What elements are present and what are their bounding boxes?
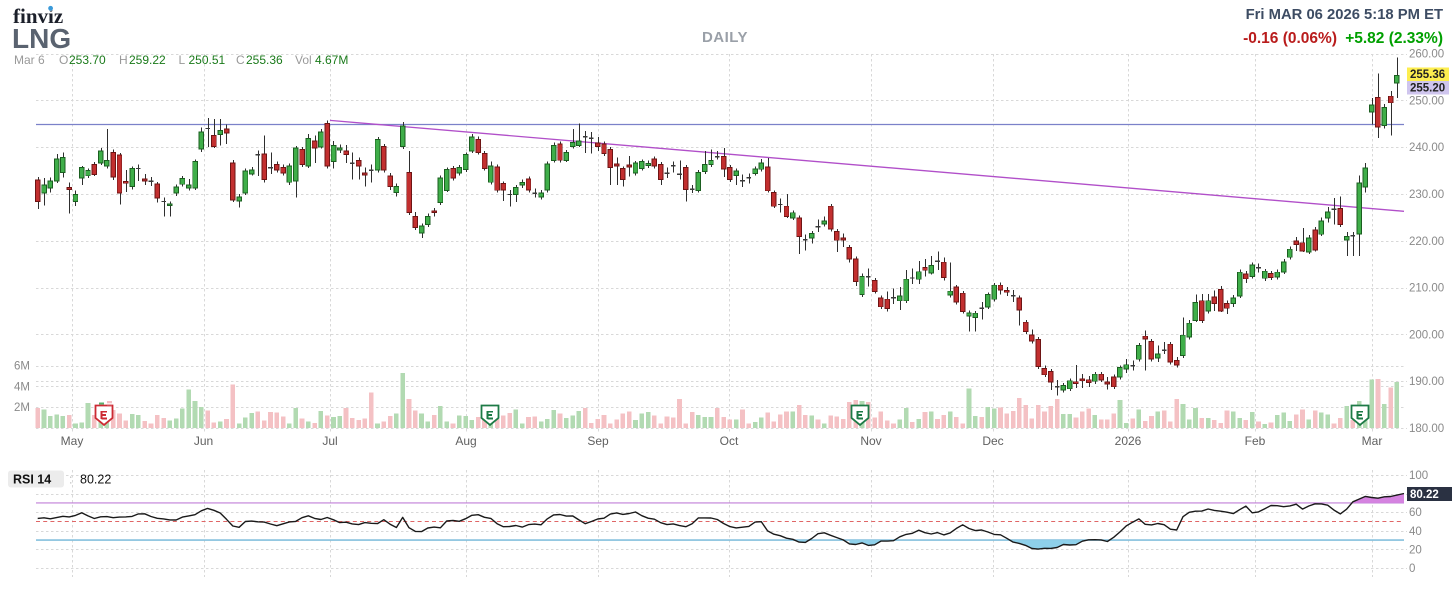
svg-text:180.00: 180.00 — [1409, 423, 1444, 435]
svg-text:May: May — [61, 434, 84, 448]
svg-text:+5.82 (2.33%): +5.82 (2.33%) — [1345, 30, 1443, 47]
svg-text:-0.16 (0.06%): -0.16 (0.06%) — [1243, 30, 1337, 47]
svg-text:220.00: 220.00 — [1409, 236, 1444, 248]
svg-text:255.36: 255.36 — [246, 53, 283, 67]
svg-text:Vol: Vol — [295, 53, 312, 67]
svg-text:Jun: Jun — [194, 434, 213, 448]
svg-text:Dec: Dec — [982, 434, 1003, 448]
svg-text:Mar: Mar — [1362, 434, 1383, 448]
svg-text:2026: 2026 — [1115, 434, 1142, 448]
svg-text:80.22: 80.22 — [1410, 489, 1439, 501]
svg-text:4.67M: 4.67M — [315, 53, 348, 67]
svg-text:Fri MAR 06 2026 5:18 PM ET: Fri MAR 06 2026 5:18 PM ET — [1246, 7, 1443, 23]
svg-text:240.00: 240.00 — [1409, 142, 1444, 154]
svg-text:190.00: 190.00 — [1409, 376, 1444, 388]
svg-text:40: 40 — [1409, 526, 1422, 538]
svg-text:253.70: 253.70 — [69, 53, 106, 67]
svg-text:80.22: 80.22 — [80, 473, 111, 487]
svg-text:210.00: 210.00 — [1409, 283, 1444, 295]
svg-text:Oct: Oct — [720, 434, 739, 448]
svg-text:C: C — [236, 53, 245, 67]
svg-text:260.00: 260.00 — [1409, 49, 1444, 61]
svg-text:LNG: LNG — [12, 23, 71, 54]
svg-text:Nov: Nov — [860, 434, 881, 448]
svg-text:100: 100 — [1409, 470, 1428, 482]
svg-text:255.20: 255.20 — [1410, 83, 1445, 95]
svg-text:Mar 6: Mar 6 — [14, 53, 45, 67]
svg-text:230.00: 230.00 — [1409, 189, 1444, 201]
svg-text:250.00: 250.00 — [1409, 95, 1444, 107]
svg-text:Aug: Aug — [455, 434, 476, 448]
svg-text:Sep: Sep — [587, 434, 609, 448]
svg-text:0: 0 — [1409, 563, 1415, 575]
svg-text:200.00: 200.00 — [1409, 329, 1444, 341]
svg-text:20: 20 — [1409, 544, 1422, 556]
svg-text::: : — [69, 473, 72, 487]
svg-text:O: O — [59, 53, 68, 67]
svg-text:RSI 14: RSI 14 — [13, 473, 51, 487]
svg-text:60: 60 — [1409, 507, 1422, 519]
svg-text:finviz: finviz — [13, 4, 63, 28]
svg-text:2M: 2M — [14, 402, 30, 414]
svg-text:6M: 6M — [14, 361, 30, 373]
svg-text:H: H — [119, 53, 128, 67]
svg-text:Jul: Jul — [322, 434, 337, 448]
svg-text:250.51: 250.51 — [189, 53, 226, 67]
svg-text:L: L — [179, 53, 186, 67]
svg-text:DAILY: DAILY — [702, 29, 748, 46]
svg-text:Feb: Feb — [1245, 434, 1266, 448]
svg-text:259.22: 259.22 — [129, 53, 166, 67]
svg-text:4M: 4M — [14, 381, 30, 393]
svg-text:255.36: 255.36 — [1410, 69, 1445, 81]
